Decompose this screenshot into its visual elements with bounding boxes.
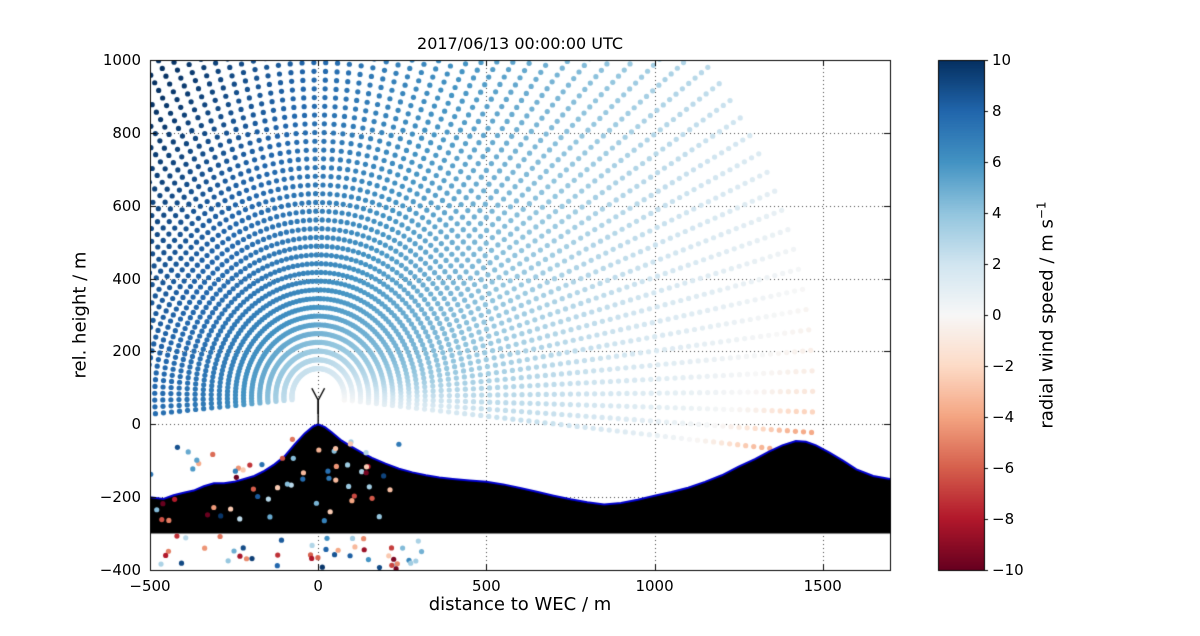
y-tick-label: 800 (112, 123, 141, 142)
colorbar-tick-label: −10 (992, 561, 1024, 579)
y-tick-label: −200 (99, 488, 141, 507)
y-tick-label: 600 (112, 196, 141, 215)
x-tick-label: 1000 (635, 577, 674, 595)
colorbar-label: radial wind speed / m s−1 (1035, 201, 1058, 428)
x-tick-label: 500 (472, 577, 501, 595)
colorbar-tick-label: 4 (992, 204, 1002, 222)
colorbar-tick-label: −6 (992, 459, 1015, 477)
y-tick-label: 0 (131, 415, 141, 434)
colorbar-tick-label: 8 (992, 102, 1002, 120)
x-axis-label: distance to WEC / m (428, 594, 612, 615)
y-tick-label: 400 (112, 269, 141, 288)
colorbar-tick-label: 10 (992, 51, 1012, 69)
plot-title: 2017/06/13 00:00:00 UTC (417, 34, 623, 53)
colorbar-tick-label: −4 (992, 408, 1015, 426)
colorbar-tick-label: 6 (992, 153, 1002, 171)
colorbar-tick-label: 0 (992, 306, 1002, 324)
y-tick-label: 200 (112, 342, 141, 361)
y-tick-label: −400 (99, 561, 141, 579)
colorbar-tick-label: −2 (992, 357, 1015, 375)
x-tick-label: 0 (313, 577, 323, 595)
y-tick-label: 1000 (102, 51, 141, 69)
colorbar-label-text: radial wind speed / m s (1036, 219, 1058, 429)
colorbar-tick-label: 2 (992, 255, 1002, 273)
x-tick-label: 1500 (803, 577, 842, 595)
colorbar-tick-label: −8 (992, 510, 1015, 528)
colorbar-label-superscript: −1 (1034, 201, 1049, 220)
y-axis-label: rel. height / m (69, 251, 91, 379)
x-tick-label: −500 (129, 577, 171, 595)
